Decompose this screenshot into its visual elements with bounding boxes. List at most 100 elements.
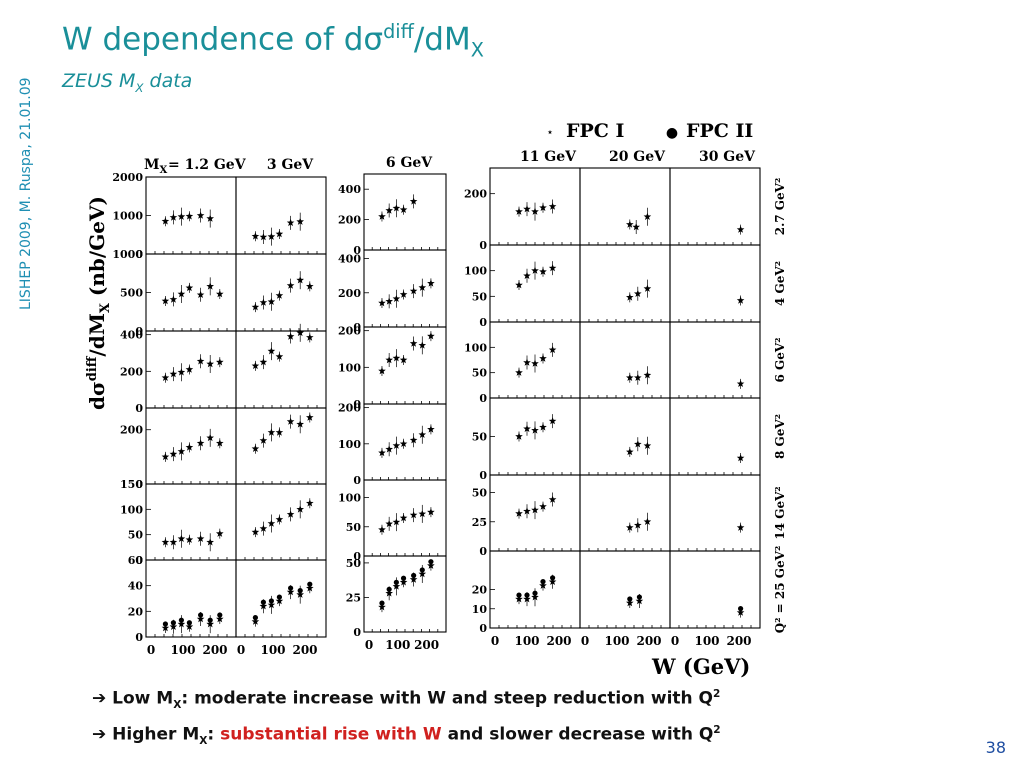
data-point-star <box>378 603 386 611</box>
column-header-0: = 1.2 GeV <box>168 157 247 173</box>
data-point-dot <box>260 599 266 605</box>
data-point-star <box>548 202 557 210</box>
data-point-star <box>418 341 427 349</box>
data-point-star <box>286 510 295 518</box>
data-point-star <box>626 447 634 456</box>
data-point-star <box>409 339 418 347</box>
data-point-star <box>399 290 408 298</box>
data-point-star <box>275 515 284 523</box>
data-point-star <box>548 345 557 354</box>
data-point-star <box>548 264 557 272</box>
data-point-star <box>399 205 408 213</box>
data-point-star <box>539 267 547 275</box>
y-tick-label: 100 <box>338 492 361 505</box>
panel-5-2 <box>669 321 761 399</box>
data-point-star <box>385 356 393 364</box>
data-point-star <box>531 506 539 514</box>
data-point-star <box>161 538 170 546</box>
data-point-star <box>385 519 393 528</box>
data-point-star <box>259 436 268 444</box>
data-point-dot <box>627 596 633 602</box>
data-point-star <box>296 420 304 428</box>
data-point-star <box>548 577 557 585</box>
panel-2-4: 50 100 0 <box>338 479 447 563</box>
panel-1-5 <box>235 559 327 638</box>
panel-2-2: 100 200 0 <box>338 325 447 411</box>
data-point-star <box>259 233 268 241</box>
y-tick-label: 0 <box>135 631 143 644</box>
data-point-star <box>286 332 295 340</box>
column-header-4: 20 GeV <box>609 149 666 165</box>
data-point-star <box>378 212 386 220</box>
data-point-star <box>378 448 386 457</box>
data-point-star <box>378 367 386 375</box>
data-point-star <box>632 223 640 231</box>
data-point-dot <box>419 567 425 573</box>
data-point-star <box>306 333 314 341</box>
y-tick-label: 200 <box>120 365 143 378</box>
data-point-star <box>643 441 652 449</box>
data-point-dot <box>198 612 204 618</box>
data-point-star <box>392 294 401 302</box>
q2-labels: 2.7 GeV² 4 GeV² 6 GeV² 8 GeV² 14 GeV² Q² = 25… <box>773 178 787 633</box>
data-point-star <box>531 593 539 601</box>
x-tick-label: 0 <box>581 634 589 648</box>
panel-1-1 <box>235 253 327 332</box>
panel-4-4 <box>579 474 671 552</box>
data-point-star <box>296 590 304 598</box>
x-tick-label: 0 <box>671 634 679 648</box>
data-point-star <box>409 197 418 205</box>
panel-5-0 <box>669 167 761 246</box>
data-point-star <box>196 615 205 623</box>
data-point-star <box>169 538 178 546</box>
q2-label-1: 4 GeV² <box>773 261 787 306</box>
y-tick-label: 0 <box>135 325 143 338</box>
data-point-star <box>634 440 642 448</box>
data-point-star <box>392 441 401 449</box>
data-point-star <box>177 368 186 376</box>
data-point-star <box>216 358 224 366</box>
data-point-star <box>296 217 304 225</box>
data-point-star <box>515 207 523 215</box>
data-point-dot <box>386 586 392 592</box>
data-point-star <box>539 502 547 510</box>
data-point-star <box>161 452 170 461</box>
data-point-star <box>296 328 304 337</box>
legend-star-icon: ⋆ <box>546 125 554 139</box>
x-tick-label: 100 <box>170 643 195 657</box>
data-point-star <box>206 282 214 290</box>
column-header-3: 11 GeV <box>520 149 577 165</box>
y-tick-label: 50 <box>472 367 488 380</box>
slide-title: W dependence of dσdiff/dMX <box>62 20 484 62</box>
panel-2-1: 200 400 0 <box>338 249 447 334</box>
data-point-star <box>259 524 268 532</box>
data-point-star <box>523 205 531 213</box>
data-point-star <box>736 608 745 616</box>
data-point-star <box>196 534 205 542</box>
data-point-star <box>515 281 523 289</box>
x-axis-title: W (GeV) <box>651 654 750 679</box>
panel-frame <box>145 407 237 485</box>
panel-frame <box>579 474 671 552</box>
data-point-star <box>275 291 284 299</box>
data-point-star <box>626 523 634 531</box>
data-point-star <box>515 368 523 376</box>
panel-4-2 <box>579 321 671 399</box>
data-point-star <box>539 581 547 589</box>
data-point-star <box>216 615 224 623</box>
data-point-star <box>177 620 186 628</box>
q2-label-5: Q² = 25 GeV² <box>773 546 787 633</box>
slide-subtitle: ZEUS MX data <box>62 70 193 95</box>
y-tick-label: 1000 <box>112 210 143 223</box>
x-tick-labels: 0 100 200 0 100 200 0 100 200 0 100 200 0 100 200 0 100 2… <box>147 634 752 657</box>
data-point-dot <box>516 592 522 598</box>
data-point-star <box>251 361 260 370</box>
data-point-star <box>206 620 214 628</box>
q2-label-3: 8 GeV² <box>773 414 787 459</box>
y-tick-label: 20 <box>128 605 144 618</box>
panel-frame <box>489 244 581 323</box>
data-point-star <box>736 379 745 387</box>
panel-frame <box>669 550 761 629</box>
y-tick-label: 0 <box>479 239 487 252</box>
data-point-star <box>169 295 178 303</box>
